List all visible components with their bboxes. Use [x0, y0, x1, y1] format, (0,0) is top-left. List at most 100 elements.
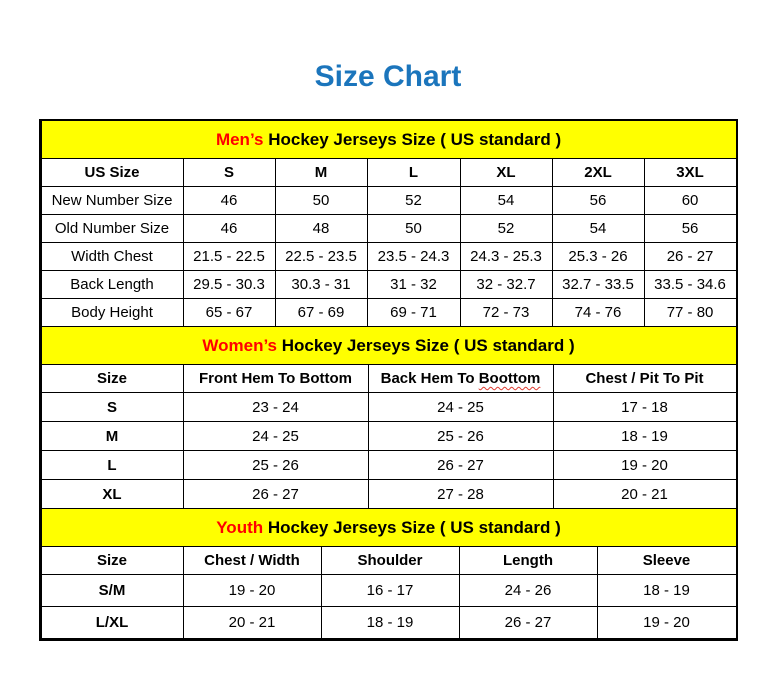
women-value-cell: 20 - 21 — [552, 479, 737, 509]
men-value-cell: 22.5 - 23.5 — [274, 242, 368, 271]
men-value-cell: 26 - 27 — [643, 242, 737, 271]
men-value-cell: 65 - 67 — [182, 298, 276, 327]
women-table-row: XL 26 - 27 27 - 28 20 - 21 — [40, 479, 737, 509]
men-table-row: New Number Size 46 50 52 54 56 60 — [40, 186, 737, 215]
men-banner-row: Men’s Hockey Jerseys Size ( US standard … — [40, 121, 737, 159]
men-value-cell: 54 — [551, 214, 645, 243]
youth-value-cell: 20 - 21 — [182, 606, 322, 639]
men-value-cell: 32.7 - 33.5 — [551, 270, 645, 299]
women-row-label: XL — [40, 479, 184, 509]
men-row-label: New Number Size — [40, 186, 184, 215]
men-value-cell: 56 — [643, 214, 737, 243]
men-row-label: Width Chest — [40, 242, 184, 271]
women-value-cell: 17 - 18 — [552, 392, 737, 422]
men-value-cell: 50 — [366, 214, 461, 243]
women-banner-text: Hockey Jerseys Size ( US standard ) — [277, 335, 575, 355]
women-row-label: S — [40, 392, 184, 422]
women-header-text: Back Hem To — [380, 370, 479, 387]
women-value-cell: 24 - 25 — [367, 392, 554, 422]
youth-column-header: Chest / Width — [182, 546, 322, 575]
youth-column-header: Size — [40, 546, 184, 575]
men-column-header: XL — [459, 158, 553, 187]
men-value-cell: 52 — [459, 214, 553, 243]
men-value-cell: 72 - 73 — [459, 298, 553, 327]
men-value-cell: 46 — [182, 186, 276, 215]
women-value-cell: 25 - 26 — [182, 450, 369, 480]
women-value-cell: 23 - 24 — [182, 392, 369, 422]
youth-column-header: Sleeve — [596, 546, 737, 575]
women-size-table: Women’s Hockey Jerseys Size ( US standar… — [40, 326, 737, 509]
men-size-table: Men’s Hockey Jerseys Size ( US standard … — [40, 121, 737, 327]
youth-table-row: L/XL 20 - 21 18 - 19 26 - 27 19 - 20 — [40, 606, 737, 639]
youth-row-label: L/XL — [40, 606, 184, 639]
men-value-cell: 74 - 76 — [551, 298, 645, 327]
men-header-row: US Size S M L XL 2XL 3XL — [40, 158, 737, 187]
women-row-label: L — [40, 450, 184, 480]
men-banner-highlight: Men’s — [215, 129, 264, 149]
page-title: Size Chart — [314, 60, 462, 93]
women-column-header: Size — [40, 364, 184, 393]
youth-banner: Youth Hockey Jerseys Size ( US standard … — [40, 508, 737, 547]
women-value-cell: 26 - 27 — [367, 450, 554, 480]
women-value-cell: 18 - 19 — [552, 421, 737, 451]
men-value-cell: 32 - 32.7 — [459, 270, 553, 299]
men-column-header: US Size — [40, 158, 184, 187]
women-column-header: Chest / Pit To Pit — [552, 364, 737, 393]
men-value-cell: 31 - 32 — [366, 270, 461, 299]
women-row-label: M — [40, 421, 184, 451]
women-table-row: S 23 - 24 24 - 25 17 - 18 — [40, 392, 737, 422]
men-table-row: Width Chest 21.5 - 22.5 22.5 - 23.5 23.5 - … — [40, 242, 737, 271]
youth-header-row: Size Chest / Width Shoulder Length Sleeve — [40, 546, 737, 575]
men-table-row: Back Length 29.5 - 30.3 30.3 - 31 31 - 32 32… — [40, 270, 737, 299]
men-row-label: Back Length — [40, 270, 184, 299]
men-value-cell: 52 — [366, 186, 461, 215]
youth-size-table: Youth Hockey Jerseys Size ( US standard … — [40, 508, 737, 639]
women-column-header: Front Hem To Bottom — [182, 364, 369, 393]
youth-value-cell: 18 - 19 — [596, 574, 737, 607]
men-column-header: S — [182, 158, 276, 187]
youth-banner-text: Hockey Jerseys Size ( US standard ) — [263, 517, 561, 537]
women-header-row: Size Front Hem To Bottom Back Hem To Boott… — [40, 364, 737, 393]
women-banner-highlight: Women’s — [202, 335, 277, 355]
youth-column-header: Length — [458, 546, 598, 575]
men-column-header: 2XL — [551, 158, 645, 187]
women-banner-row: Women’s Hockey Jerseys Size ( US standar… — [40, 326, 737, 365]
men-value-cell: 33.5 - 34.6 — [643, 270, 737, 299]
youth-value-cell: 18 - 19 — [320, 606, 460, 639]
women-value-cell: 27 - 28 — [367, 479, 554, 509]
men-value-cell: 56 — [551, 186, 645, 215]
men-banner-text: Hockey Jerseys Size ( US standard ) — [263, 129, 562, 149]
women-table-row: M 24 - 25 25 - 26 18 - 19 — [40, 421, 737, 451]
youth-value-cell: 16 - 17 — [320, 574, 460, 607]
men-value-cell: 77 - 80 — [643, 298, 737, 327]
women-value-cell: 25 - 26 — [367, 421, 554, 451]
men-value-cell: 48 — [274, 214, 368, 243]
women-value-cell: 26 - 27 — [182, 479, 369, 509]
youth-value-cell: 19 - 20 — [182, 574, 322, 607]
women-table-row: L 25 - 26 26 - 27 19 - 20 — [40, 450, 737, 480]
women-banner: Women’s Hockey Jerseys Size ( US standar… — [40, 326, 737, 365]
men-column-header: L — [366, 158, 461, 187]
youth-table-row: S/M 19 - 20 16 - 17 24 - 26 18 - 19 — [40, 574, 737, 607]
women-column-header: Back Hem To Boottom — [367, 364, 554, 393]
men-value-cell: 54 — [459, 186, 553, 215]
size-chart-tables: Men’s Hockey Jerseys Size ( US standard … — [38, 119, 738, 641]
youth-value-cell: 19 - 20 — [596, 606, 737, 639]
women-header-misspelled-word: Boottom — [478, 370, 541, 387]
youth-row-label: S/M — [40, 574, 184, 607]
men-row-label: Old Number Size — [40, 214, 184, 243]
women-value-cell: 24 - 25 — [182, 421, 369, 451]
men-value-cell: 69 - 71 — [366, 298, 461, 327]
men-value-cell: 30.3 - 31 — [274, 270, 368, 299]
women-value-cell: 19 - 20 — [552, 450, 737, 480]
men-table-row: Old Number Size 46 48 50 52 54 56 — [40, 214, 737, 243]
men-column-header: 3XL — [643, 158, 737, 187]
men-value-cell: 50 — [274, 186, 368, 215]
youth-banner-highlight: Youth — [216, 517, 264, 537]
men-value-cell: 67 - 69 — [274, 298, 368, 327]
men-value-cell: 23.5 - 24.3 — [366, 242, 461, 271]
men-column-header: M — [274, 158, 368, 187]
men-value-cell: 25.3 - 26 — [551, 242, 645, 271]
men-value-cell: 46 — [182, 214, 276, 243]
